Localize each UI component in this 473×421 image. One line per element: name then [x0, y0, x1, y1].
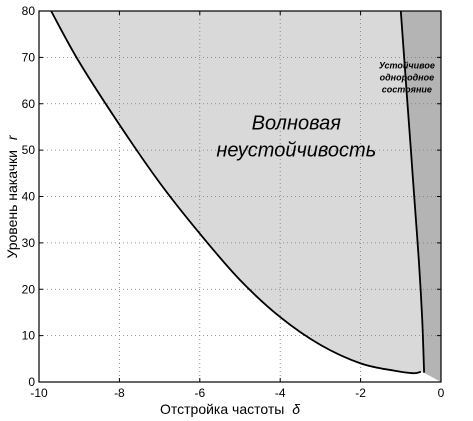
x-tick-label: 0: [438, 386, 445, 400]
lower-boundary-curve: [50, 10, 422, 375]
y-axis-label-symbol: r: [4, 134, 20, 140]
y-tick-label: 50: [22, 143, 36, 157]
grid: [39, 11, 441, 382]
y-axis-label-text: Уровень накачки: [4, 150, 20, 259]
x-tick-label: -8: [114, 386, 125, 400]
x-axis-label-text: Отстройка частоты: [160, 401, 284, 417]
x-tick-label: -6: [194, 386, 205, 400]
y-tick-label: 40: [22, 190, 36, 204]
ticks: [38, 10, 442, 383]
x-axis-label-symbol: δ: [292, 401, 300, 417]
x-tick-label: -2: [355, 386, 366, 400]
y-tick-label: 70: [22, 50, 36, 64]
y-tick-labels: 0 10 20 30 40 50 60 70 80: [22, 4, 36, 389]
x-tick-label: -4: [275, 386, 286, 400]
x-axis-label: Отстройка частоты δ: [160, 401, 300, 417]
stable-homogeneous-label: состояние: [382, 85, 432, 95]
x-tick-label: -10: [30, 386, 48, 400]
y-tick-label: 80: [22, 4, 36, 18]
x-tick-labels: -10 -8 -6 -4 -2 0: [30, 386, 444, 400]
wave-instability-label: неустойчивость: [216, 140, 376, 162]
upper-boundary-curve: [399, 10, 425, 373]
stable-region: [400, 11, 441, 382]
stable-homogeneous-label: однородное: [380, 73, 435, 83]
wave-instability-label: Волновая: [252, 113, 342, 135]
unstable-region: [51, 11, 425, 374]
y-tick-label: 60: [22, 97, 36, 111]
y-tick-label: 0: [28, 375, 35, 389]
y-axis-label: Уровень накачки r: [4, 134, 20, 258]
y-tick-label: 20: [22, 282, 36, 296]
region-labels: Волновая неустойчивость Устойчивое однородн…: [216, 61, 435, 162]
y-tick-label: 30: [22, 236, 36, 250]
y-tick-label: 10: [22, 329, 36, 343]
stable-homogeneous-label: Устойчивое: [379, 61, 435, 71]
